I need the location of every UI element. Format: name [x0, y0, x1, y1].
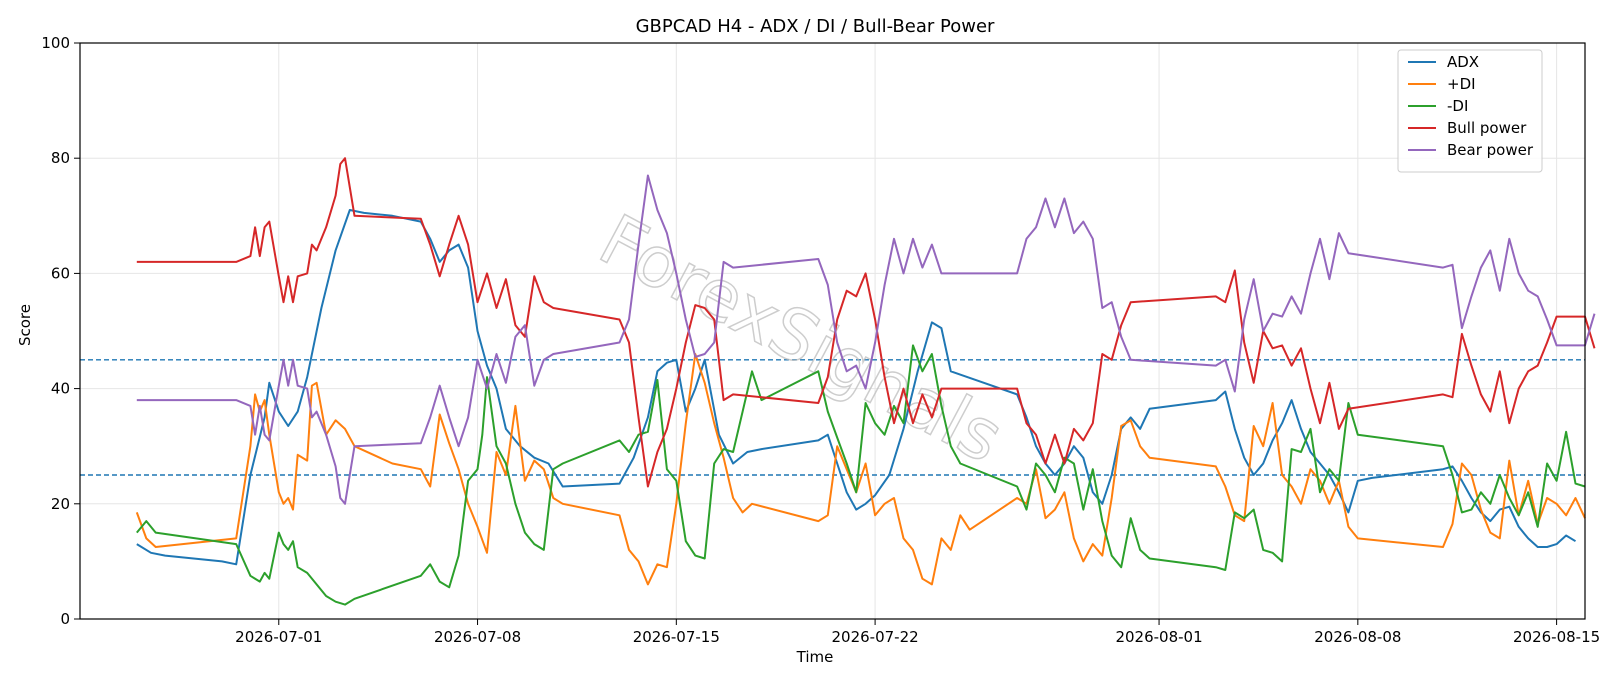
legend: ADX +DI -DI Bull power Bear power — [1397, 49, 1543, 173]
x-tick-label: 2026-07-01 — [235, 628, 322, 646]
x-tick-label: 2026-08-15 — [1513, 628, 1600, 646]
legend-label: -DI — [1447, 97, 1468, 115]
x-axis-ticks: 2026-07-01 2026-07-08 2026-07-15 2026-07-22… — [235, 619, 1600, 646]
x-axis-label: Time — [796, 648, 834, 666]
x-tick-label: 2026-08-01 — [1115, 628, 1202, 646]
y-tick-label: 40 — [51, 380, 70, 398]
legend-label: Bull power — [1447, 119, 1527, 137]
x-tick-label: 2026-07-22 — [832, 628, 919, 646]
y-axis-label: Score — [16, 304, 34, 346]
series-line-bear-power — [136, 174, 1596, 505]
y-tick-label: 80 — [51, 149, 70, 167]
x-tick-label: 2026-08-08 — [1314, 628, 1401, 646]
legend-box — [1397, 49, 1543, 173]
series-lines — [135, 157, 1596, 606]
legend-label: +DI — [1447, 75, 1476, 93]
y-tick-label: 100 — [41, 34, 70, 52]
y-tick-label: 0 — [60, 610, 70, 628]
series-line-bull-power — [136, 157, 1596, 488]
chart-title: GBPCAD H4 - ADX / DI / Bull-Bear Power — [636, 16, 995, 37]
legend-label: ADX — [1447, 53, 1479, 71]
x-tick-label: 2026-07-08 — [434, 628, 521, 646]
y-tick-label: 20 — [51, 495, 70, 513]
x-tick-label: 2026-07-15 — [633, 628, 720, 646]
series-line-di — [135, 353, 1586, 586]
y-tick-label: 60 — [51, 264, 70, 282]
y-axis-ticks: 0 20 40 60 80 100 — [41, 34, 80, 628]
series-line-di — [136, 344, 1586, 606]
plot-frame — [79, 42, 1586, 620]
legend-label: Bear power — [1447, 141, 1534, 159]
